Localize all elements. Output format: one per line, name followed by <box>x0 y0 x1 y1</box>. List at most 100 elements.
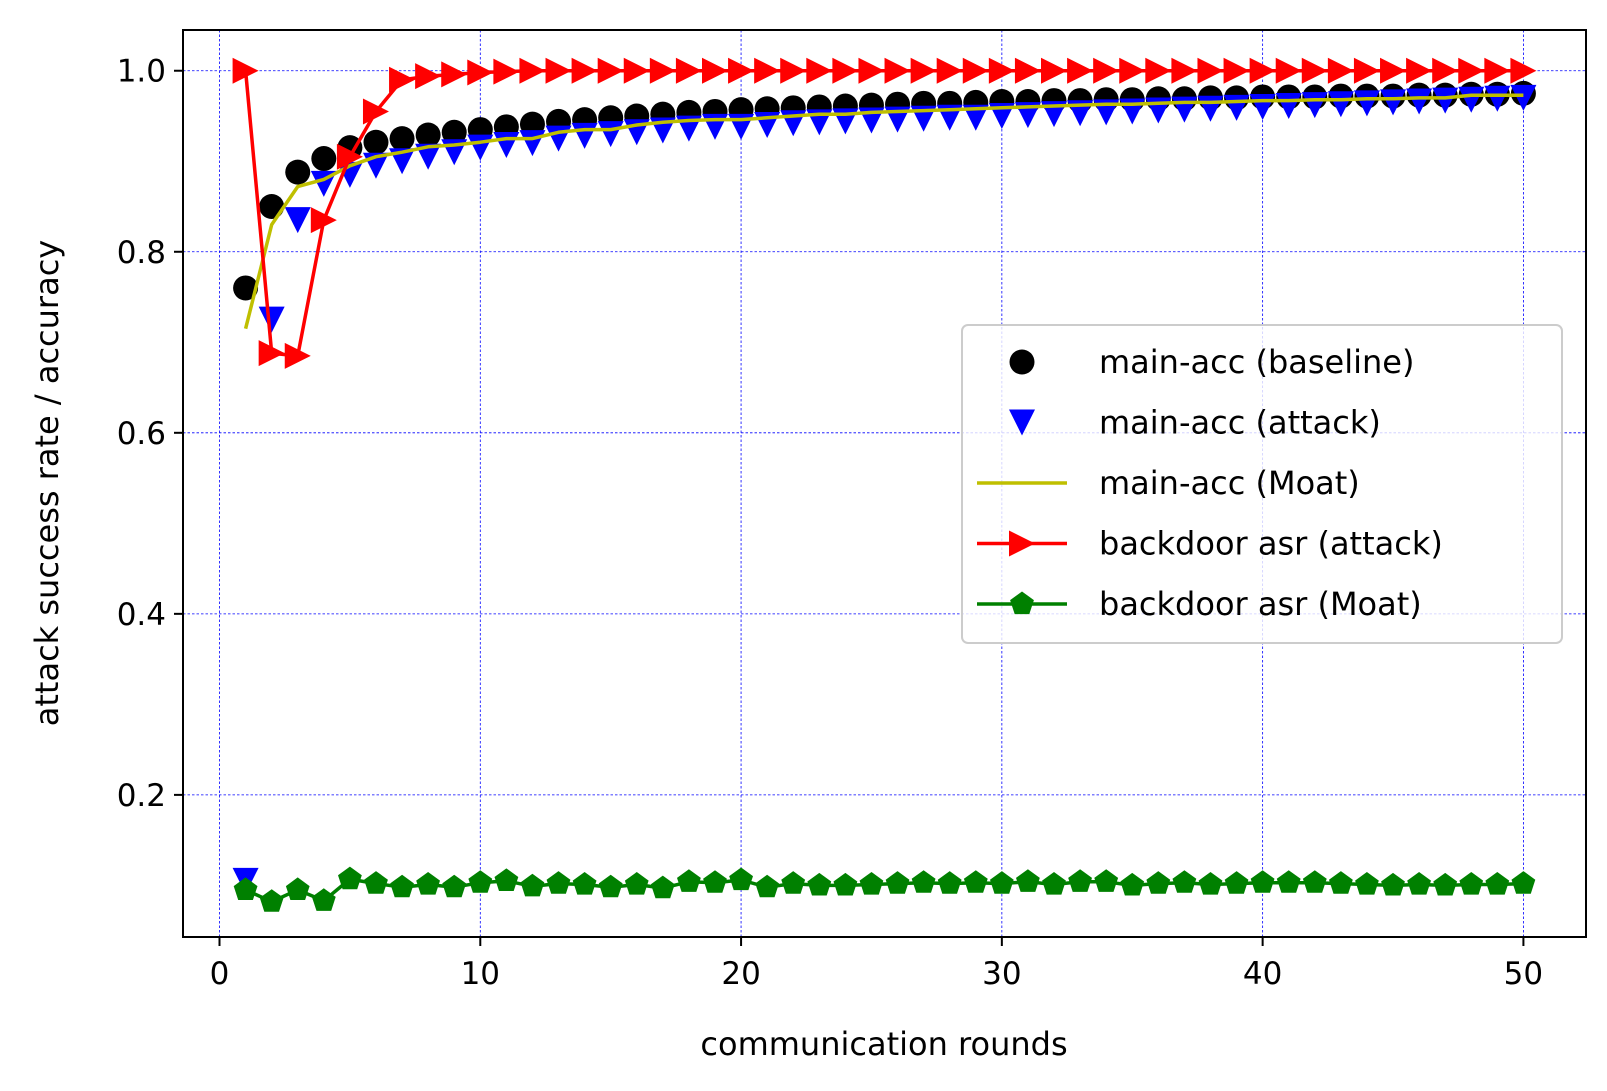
legend-label-main-acc-moat: main-acc (Moat) <box>1099 464 1360 502</box>
legend-label-backdoor-asr-attack: backdoor asr (attack) <box>1099 525 1443 563</box>
data-point-backdoor-asr-attack <box>336 143 363 170</box>
data-point-backdoor-asr-attack <box>728 57 755 84</box>
data-point-backdoor-asr-attack <box>1484 57 1511 84</box>
data-point-backdoor-asr-attack <box>1301 57 1328 84</box>
data-point-backdoor-asr-moat <box>885 871 910 894</box>
data-point-backdoor-asr-moat <box>1485 872 1510 895</box>
data-point-backdoor-asr-attack <box>1353 57 1380 84</box>
data-point-backdoor-asr-attack <box>258 340 285 367</box>
data-point-backdoor-asr-moat <box>990 871 1014 894</box>
data-point-backdoor-asr-moat <box>468 870 493 893</box>
data-point-backdoor-asr-moat <box>755 874 779 898</box>
legend-marker-backdoor-asr-attack <box>1009 530 1035 557</box>
data-point-backdoor-asr-moat <box>1198 872 1223 895</box>
data-point-backdoor-asr-attack <box>962 57 989 84</box>
data-point-backdoor-asr-attack <box>310 207 337 234</box>
data-point-backdoor-asr-attack <box>1014 57 1041 84</box>
data-point-backdoor-asr-moat <box>963 870 988 893</box>
data-point-main-acc-attack <box>1510 84 1537 111</box>
data-point-backdoor-asr-moat <box>1250 870 1275 893</box>
data-point-backdoor-asr-attack <box>1327 57 1354 84</box>
data-point-main-acc-baseline <box>415 122 441 148</box>
data-point-backdoor-asr-moat <box>703 870 727 893</box>
data-point-backdoor-asr-moat <box>1355 872 1379 895</box>
legend-label-main-acc-baseline: main-acc (baseline) <box>1099 343 1414 381</box>
data-point-backdoor-asr-moat <box>1016 869 1040 892</box>
legend-label-main-acc-attack: main-acc (attack) <box>1099 404 1381 442</box>
data-point-backdoor-asr-moat <box>937 871 962 894</box>
legend-marker-backdoor-asr-moat <box>1010 591 1034 615</box>
data-point-backdoor-asr-moat <box>1172 870 1197 893</box>
data-point-backdoor-asr-attack <box>232 57 259 84</box>
data-point-main-acc-attack <box>258 306 285 333</box>
data-point-backdoor-asr-moat <box>911 870 936 893</box>
data-point-backdoor-asr-attack <box>493 58 520 85</box>
legend-marker-main-acc-baseline <box>1009 349 1035 375</box>
data-point-backdoor-asr-attack <box>858 57 885 84</box>
data-point-backdoor-asr-attack <box>1275 57 1302 84</box>
y-axis-title: attack success rate / accuracy <box>28 240 66 726</box>
data-point-backdoor-asr-moat <box>1433 872 1458 896</box>
data-point-backdoor-asr-attack <box>389 66 416 93</box>
legend-marker-main-acc-attack <box>1009 409 1035 436</box>
data-point-main-acc-attack <box>1458 86 1485 113</box>
data-point-backdoor-asr-attack <box>675 57 702 84</box>
data-point-main-acc-baseline <box>259 194 285 220</box>
legend-entry-backdoor-asr-attack: backdoor asr (attack) <box>977 525 1443 563</box>
data-point-backdoor-asr-moat <box>259 889 284 912</box>
data-point-backdoor-asr-attack <box>649 57 676 84</box>
data-point-backdoor-asr-moat <box>1224 871 1249 894</box>
data-point-backdoor-asr-moat <box>390 874 414 898</box>
data-point-backdoor-asr-attack <box>1380 57 1407 84</box>
data-point-backdoor-asr-attack <box>1093 57 1120 84</box>
legend-entry-backdoor-asr-moat: backdoor asr (Moat) <box>977 585 1422 623</box>
data-point-backdoor-asr-moat <box>546 871 571 894</box>
y-tick-label: 0.4 <box>117 597 166 633</box>
data-point-main-acc-attack <box>1432 87 1459 114</box>
x-tick-label: 30 <box>982 956 1021 992</box>
data-point-backdoor-asr-attack <box>362 98 389 125</box>
data-point-backdoor-asr-moat <box>1276 870 1301 893</box>
legend: main-acc (baseline) main-acc (attack) main… <box>961 324 1563 644</box>
x-tick-label: 0 <box>210 956 230 992</box>
data-point-main-acc-attack <box>1380 89 1407 116</box>
y-tick-label: 1.0 <box>117 54 166 90</box>
data-point-backdoor-asr-moat <box>1120 872 1145 896</box>
data-point-main-acc-baseline <box>233 275 259 301</box>
data-point-backdoor-asr-moat <box>1068 869 1092 892</box>
data-point-main-acc-attack <box>962 104 989 131</box>
data-point-backdoor-asr-moat <box>1042 872 1066 895</box>
data-point-backdoor-asr-attack <box>701 57 728 84</box>
x-tick-label: 20 <box>721 956 760 992</box>
data-point-backdoor-asr-attack <box>571 57 598 84</box>
data-point-main-acc-baseline <box>441 119 467 145</box>
data-point-backdoor-asr-attack <box>623 57 650 84</box>
data-point-main-acc-baseline <box>311 146 337 172</box>
x-tick-label: 40 <box>1243 956 1282 992</box>
data-point-backdoor-asr-attack <box>467 59 494 86</box>
data-point-backdoor-asr-attack <box>284 342 311 369</box>
data-point-backdoor-asr-moat <box>338 866 362 890</box>
plot-frame <box>182 29 1587 938</box>
data-point-backdoor-asr-attack <box>832 57 859 84</box>
x-tick-label: 50 <box>1504 956 1543 992</box>
data-point-backdoor-asr-moat <box>1407 872 1431 895</box>
data-point-main-acc-attack <box>415 143 442 170</box>
data-point-backdoor-asr-attack <box>545 57 572 84</box>
data-point-backdoor-asr-moat <box>416 872 440 895</box>
data-point-backdoor-asr-moat <box>311 888 336 911</box>
legend-entry-main-acc-attack: main-acc (attack) <box>1009 404 1381 442</box>
data-point-backdoor-asr-moat <box>781 871 806 894</box>
data-point-backdoor-asr-attack <box>1458 57 1485 84</box>
y-tick-label: 0.8 <box>117 235 166 271</box>
data-point-main-acc-baseline <box>389 126 415 152</box>
data-point-backdoor-asr-attack <box>415 63 442 90</box>
data-point-backdoor-asr-attack <box>1249 57 1276 84</box>
data-point-backdoor-asr-attack <box>780 57 807 84</box>
data-point-backdoor-asr-moat <box>859 872 884 895</box>
series-main-acc-moat <box>243 93 1524 330</box>
data-point-backdoor-asr-moat <box>1381 872 1405 896</box>
data-point-backdoor-asr-attack <box>1406 57 1433 84</box>
legend-label-backdoor-asr-moat: backdoor asr (Moat) <box>1099 585 1422 623</box>
data-point-backdoor-asr-moat <box>807 872 832 896</box>
